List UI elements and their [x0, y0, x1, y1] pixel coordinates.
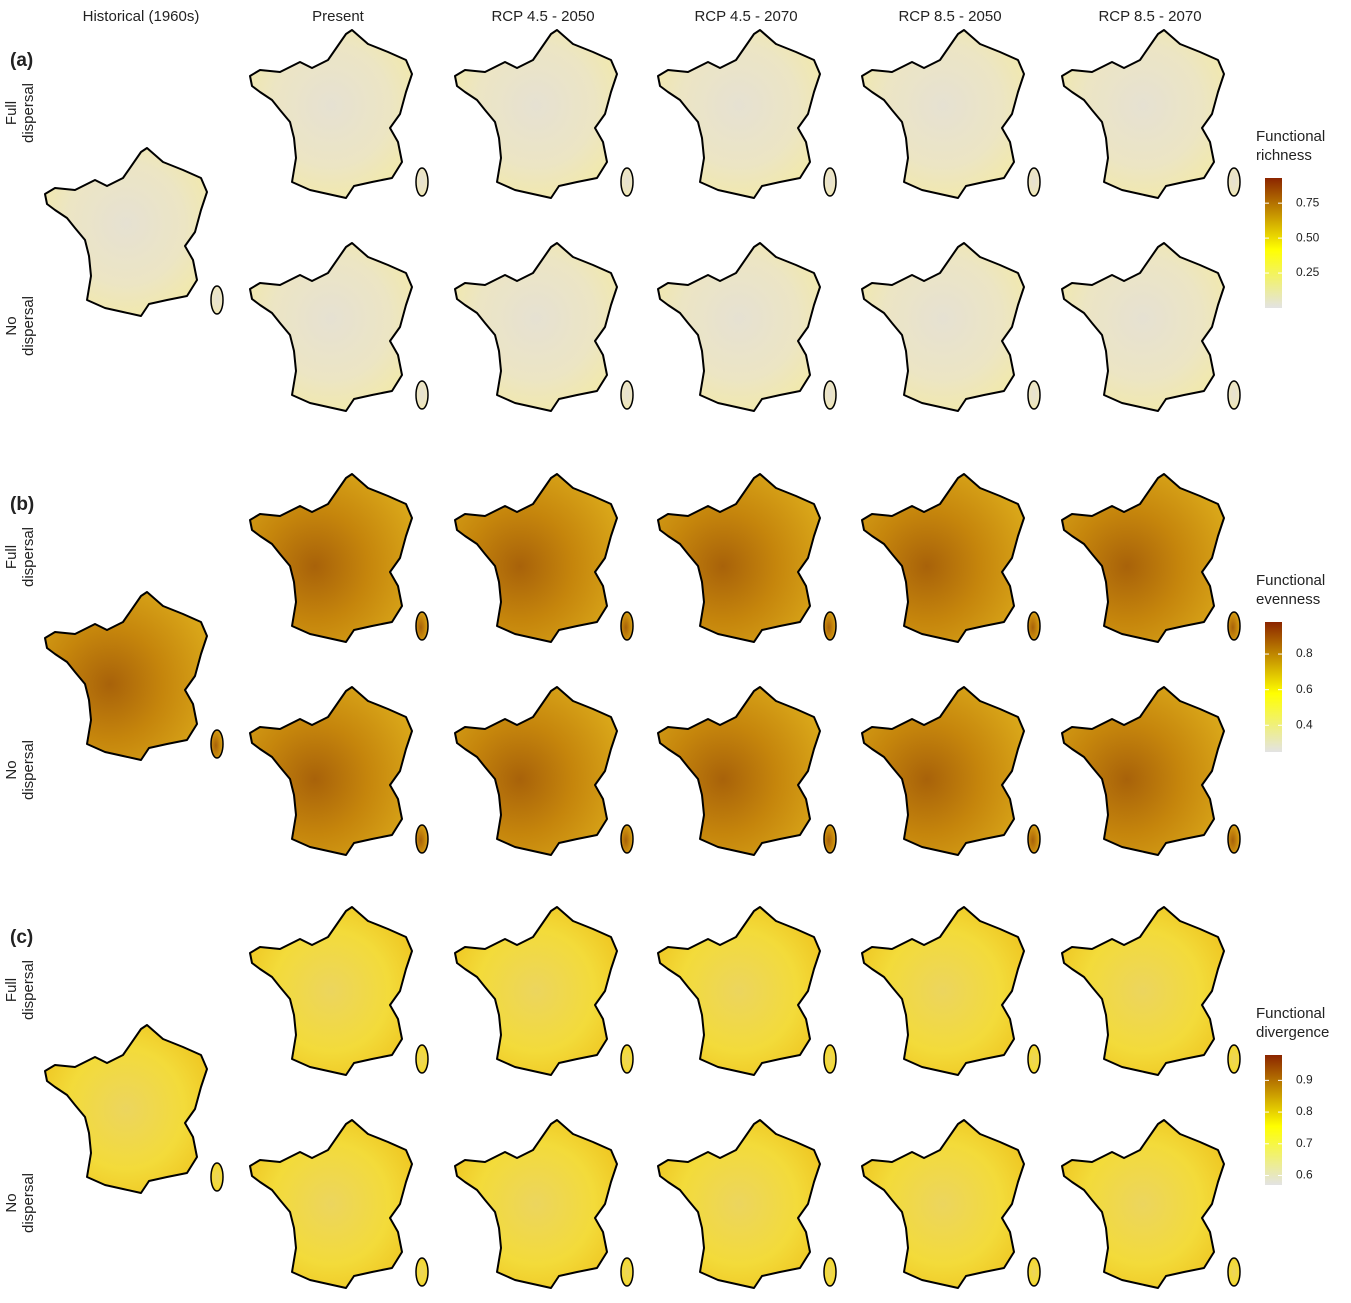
- map: [861, 906, 1041, 1076]
- column-header: RCP 8.5 - 2070: [1098, 8, 1201, 25]
- row-label-line: Full: [3, 545, 20, 569]
- row-label: Fulldispersal: [3, 83, 37, 143]
- map: [454, 686, 634, 856]
- legend-title-line: Functional: [1256, 1005, 1325, 1022]
- map: [657, 29, 837, 199]
- map: [657, 906, 837, 1076]
- map: [657, 686, 837, 856]
- map: [249, 906, 429, 1076]
- colorbar: [1265, 178, 1282, 308]
- panel-label: (a): [10, 50, 33, 71]
- colorbar-tick-label: 0.9: [1296, 1073, 1313, 1087]
- map: [454, 29, 634, 199]
- map: [1061, 473, 1241, 643]
- map: [657, 242, 837, 412]
- column-header: RCP 4.5 - 2070: [694, 8, 797, 25]
- map: [1061, 1119, 1241, 1289]
- column-header: Historical (1960s): [83, 8, 200, 25]
- map: [657, 1119, 837, 1289]
- legend-title: Functional divergence: [1256, 1005, 1329, 1041]
- column-header: Present: [312, 8, 365, 25]
- legend-title: Functional evenness: [1256, 572, 1325, 608]
- map: [861, 29, 1041, 199]
- map: [861, 686, 1041, 856]
- colorbar-tick-label: 0.7: [1296, 1136, 1313, 1150]
- map: [1061, 686, 1241, 856]
- legend-title-line: divergence: [1256, 1024, 1329, 1041]
- row-label-line: Full: [3, 978, 20, 1002]
- map: [1061, 242, 1241, 412]
- map: [1061, 906, 1241, 1076]
- legend-title-line: richness: [1256, 147, 1312, 164]
- row-label-line: dispersal: [20, 1173, 37, 1233]
- legend-title-line: Functional: [1256, 128, 1325, 145]
- map: [1061, 29, 1241, 199]
- map: [44, 591, 224, 761]
- row-label: Nodispersal: [3, 296, 37, 356]
- map: [44, 1024, 224, 1194]
- panel-label: (b): [10, 494, 34, 515]
- colorbar: [1265, 1055, 1282, 1185]
- row-label: Fulldispersal: [3, 960, 37, 1020]
- row-label: Nodispersal: [3, 740, 37, 800]
- map: [861, 473, 1041, 643]
- colorbar-tick-label: 0.8: [1296, 1104, 1313, 1118]
- map: [44, 147, 224, 317]
- row-label-line: dispersal: [20, 296, 37, 356]
- row-label-line: No: [3, 1193, 20, 1212]
- panel-label: (c): [10, 927, 33, 948]
- map: [454, 906, 634, 1076]
- row-label-line: Full: [3, 101, 20, 125]
- row-label-line: No: [3, 316, 20, 335]
- map: [454, 242, 634, 412]
- map: [861, 242, 1041, 412]
- row-label-line: dispersal: [20, 960, 37, 1020]
- colorbar: [1265, 622, 1282, 752]
- legend-title-line: Functional: [1256, 572, 1325, 589]
- map: [454, 473, 634, 643]
- legend-title-line: evenness: [1256, 591, 1320, 608]
- colorbar-tick-label: 0.8: [1296, 646, 1313, 660]
- map: [249, 473, 429, 643]
- map: [249, 29, 429, 199]
- map: [249, 1119, 429, 1289]
- map: [657, 473, 837, 643]
- row-label-line: dispersal: [20, 527, 37, 587]
- colorbar-tick-label: 0.25: [1296, 265, 1320, 279]
- row-label: Nodispersal: [3, 1173, 37, 1233]
- map: [454, 1119, 634, 1289]
- column-header: RCP 8.5 - 2050: [898, 8, 1001, 25]
- row-label: Fulldispersal: [3, 527, 37, 587]
- row-label-line: dispersal: [20, 740, 37, 800]
- colorbar-tick-label: 0.4: [1296, 717, 1313, 731]
- row-label-line: No: [3, 760, 20, 779]
- colorbar-tick-label: 0.6: [1296, 682, 1313, 696]
- map: [861, 1119, 1041, 1289]
- colorbar-tick-label: 0.75: [1296, 195, 1320, 209]
- map: [249, 686, 429, 856]
- map: [249, 242, 429, 412]
- colorbar-tick-label: 0.50: [1296, 230, 1320, 244]
- colorbar-tick-label: 0.6: [1296, 1168, 1313, 1182]
- row-label-line: dispersal: [20, 83, 37, 143]
- column-header: RCP 4.5 - 2050: [491, 8, 594, 25]
- legend-title: Functional richness: [1256, 128, 1325, 164]
